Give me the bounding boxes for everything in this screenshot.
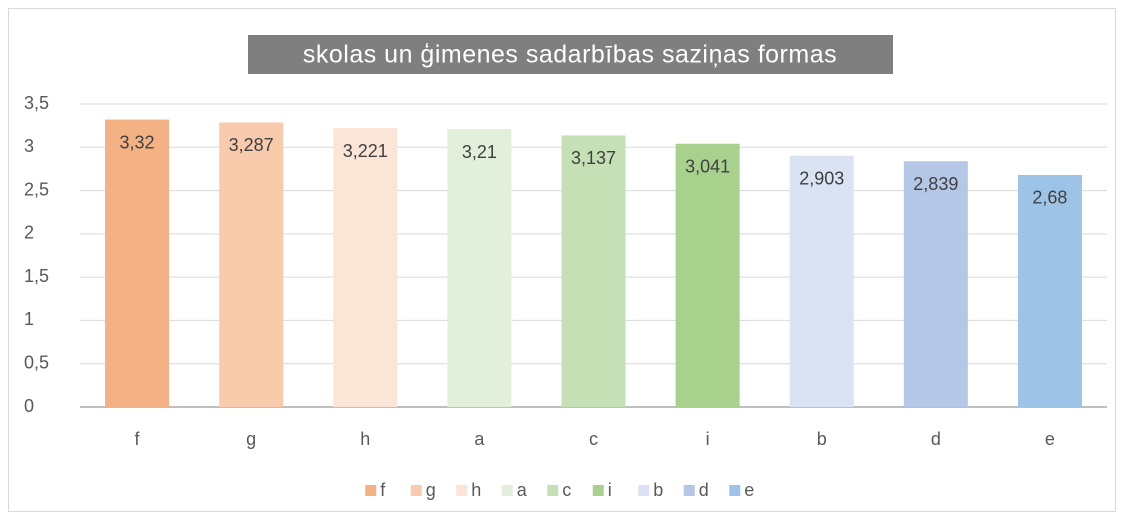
bar: [447, 129, 512, 407]
data-label: 2,903: [799, 168, 844, 188]
x-tick-label: g: [246, 429, 256, 449]
legend-label: h: [471, 480, 481, 500]
bar: [105, 119, 170, 407]
legend-label: g: [426, 480, 436, 500]
data-label: 3,32: [120, 132, 155, 152]
y-tick-label: 1: [24, 309, 34, 329]
legend-label: c: [562, 480, 571, 500]
legend-swatch: [638, 485, 650, 496]
bar: [561, 135, 626, 408]
legend-label: d: [699, 480, 709, 500]
y-tick-label: 0: [24, 396, 34, 416]
bar: [333, 128, 398, 407]
legend-swatch: [456, 485, 468, 496]
chart-title: skolas un ģimenes sadarbības saziņas for…: [303, 41, 837, 69]
data-label: 2,839: [913, 174, 958, 194]
data-label: 3,137: [571, 148, 616, 168]
y-tick-label: 2,5: [24, 179, 49, 199]
x-tick-label: e: [1045, 429, 1055, 449]
legend-swatch: [592, 485, 604, 496]
x-tick-label: c: [589, 429, 598, 449]
data-label: 3,221: [343, 141, 388, 161]
legend-swatch: [365, 485, 377, 496]
bar: [675, 143, 740, 408]
legend-swatch: [410, 485, 422, 496]
legend-label: a: [517, 480, 528, 500]
legend-label: b: [653, 480, 663, 500]
x-tick-label: d: [931, 429, 941, 449]
y-tick-label: 0,5: [24, 352, 49, 372]
x-tick-label: b: [817, 429, 827, 449]
bar: [903, 161, 968, 407]
bar: [219, 122, 284, 408]
x-tick-label: h: [360, 429, 370, 449]
bar: [789, 155, 854, 407]
legend-label: i: [608, 480, 612, 500]
legend-label: f: [380, 480, 386, 500]
data-label: 3,287: [229, 135, 274, 155]
data-label: 3,041: [685, 156, 730, 176]
title-box: [248, 35, 893, 74]
legend-label: e: [744, 480, 754, 500]
y-tick-label: 3: [24, 136, 34, 156]
legend-swatch: [729, 485, 741, 496]
legend-swatch: [501, 485, 513, 496]
legend-swatch: [547, 485, 559, 496]
y-tick-label: 1,5: [24, 266, 49, 286]
data-label: 2,68: [1032, 188, 1067, 208]
y-tick-label: 2: [24, 223, 34, 243]
x-tick-label: f: [135, 429, 141, 449]
x-tick-label: i: [706, 429, 710, 449]
y-tick-label: 3,5: [24, 93, 49, 113]
legend-swatch: [683, 485, 695, 496]
data-label: 3,21: [462, 142, 497, 162]
x-tick-label: a: [474, 429, 485, 449]
bar: [1017, 174, 1082, 407]
